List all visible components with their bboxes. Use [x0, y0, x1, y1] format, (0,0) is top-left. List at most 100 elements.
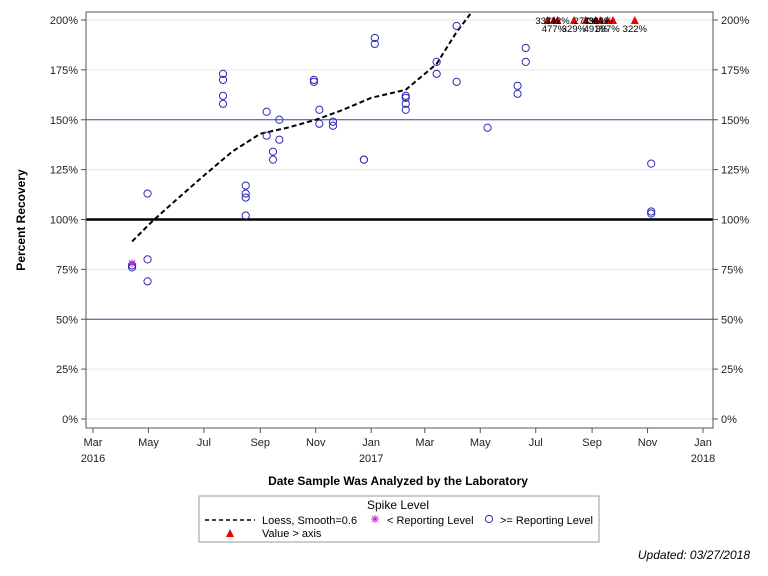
x-tick-label: Mar — [415, 437, 434, 449]
legend-triangle-symbol — [226, 529, 234, 537]
overflow-value-label: 337% — [535, 16, 560, 27]
point-above-reporting — [218, 99, 228, 108]
legend-above-label: >= Reporting Level — [500, 515, 593, 527]
overflow-value-label: 491% — [584, 24, 609, 35]
reference-lines — [86, 119, 713, 320]
point-above-reporting — [241, 193, 250, 202]
x-tick-year-label: 2018 — [691, 453, 715, 465]
point-above-reporting — [143, 277, 152, 286]
point-above-reporting — [452, 77, 461, 86]
point-value-over-axis — [596, 16, 605, 24]
point-above-reporting — [262, 131, 271, 140]
point-above-reporting — [309, 75, 319, 84]
y-axis-right: 0% 25% 50% 75% 100% 125% 150% 175% 200% — [713, 15, 749, 426]
loess-curve — [131, 13, 472, 243]
overflow-value-label: 477% — [542, 24, 567, 35]
point-above-reporting — [359, 155, 369, 164]
point-above-reporting — [483, 123, 492, 132]
legend-loess-label: Loess, Smooth=0.6 — [262, 515, 357, 527]
y-tick-label-right: 75% — [721, 264, 743, 276]
x-tick-year-label: 2016 — [81, 453, 105, 465]
x-tick-label: Jan — [362, 437, 380, 449]
x-tick-label: Jan — [694, 437, 712, 449]
legend-overflow-label: Value > axis — [262, 528, 322, 540]
point-above-reporting — [268, 155, 278, 164]
y-tick-label: 150% — [50, 115, 78, 127]
x-tick-label: Mar — [84, 437, 103, 449]
point-above-reporting — [432, 57, 441, 66]
point-above-reporting — [241, 181, 250, 190]
y-tick-label: 50% — [56, 314, 78, 326]
point-above-reporting — [370, 33, 379, 43]
point-above-reporting — [143, 255, 152, 264]
overflow-value-label: 384% — [588, 16, 613, 27]
y-tick-label-right: 0% — [721, 414, 737, 426]
point-above-reporting — [513, 89, 522, 98]
y-tick-label: 125% — [50, 165, 78, 177]
point-value-over-axis — [630, 16, 639, 24]
point-value-over-axis — [543, 16, 552, 24]
y-tick-label-right: 175% — [721, 65, 749, 77]
x-tick-label: Jul — [197, 437, 211, 449]
y-tick-label: 25% — [56, 364, 78, 376]
y-tick-label-right: 125% — [721, 165, 749, 177]
updated-footnote: Updated: 03/27/2018 — [637, 548, 750, 562]
point-above-reporting — [309, 77, 319, 86]
point-above-reporting — [328, 121, 338, 130]
x-tick-label: Nov — [638, 437, 658, 449]
overflow-value-label: 491% — [584, 16, 609, 27]
legend-box — [198, 495, 600, 543]
y-tick-label-right: 25% — [721, 364, 743, 376]
point-above-reporting — [241, 211, 250, 220]
y-tick-label-right: 150% — [721, 115, 749, 127]
loess-line — [131, 13, 472, 243]
x-tick-label: Jul — [529, 437, 543, 449]
point-above-reporting — [218, 69, 228, 78]
legend-star-symbol — [371, 515, 379, 523]
point-value-over-axis — [603, 16, 612, 24]
x-tick-year-label: 2017 — [359, 453, 383, 465]
x-axis-title: Date Sample Was Analyzed by the Laborato… — [268, 474, 528, 488]
overflow-value-label: 277% — [574, 16, 599, 27]
point-above-reporting — [401, 91, 410, 100]
legend: Spike Level Loess, Smooth=0.6 < Reportin… — [198, 495, 600, 543]
point-above-reporting — [268, 147, 278, 156]
point-above-reporting — [218, 75, 228, 84]
point-above-reporting — [647, 159, 656, 168]
y-tick-label-right: 50% — [721, 314, 743, 326]
legend-title: Spike Level — [367, 498, 429, 512]
y-tick-label: 100% — [50, 215, 78, 227]
point-above-reporting — [647, 207, 656, 216]
point-above-reporting — [218, 91, 228, 100]
point-above-reporting — [647, 209, 656, 218]
point-above-reporting — [401, 105, 410, 114]
overflow-value-label: 322% — [623, 24, 648, 35]
legend-below-label: < Reporting Level — [387, 515, 474, 527]
point-above-reporting — [241, 189, 250, 198]
point-value-over-axis — [553, 16, 562, 24]
y-tick-label: 200% — [50, 15, 78, 27]
point-above-reporting — [275, 135, 284, 144]
point-value-over-axis — [581, 16, 590, 24]
point-value-over-axis — [609, 16, 617, 24]
x-tick-label: Sep — [582, 437, 602, 449]
x-tick-label: May — [138, 437, 159, 449]
point-above-reporting — [315, 105, 324, 114]
point-above-reporting — [521, 43, 530, 53]
point-above-reporting — [521, 57, 530, 66]
y-tick-label: 75% — [56, 264, 78, 276]
point-above-reporting — [328, 117, 338, 126]
overflow-labels: 337%342% 277%491%384% 477%329%491%397% 322% — [535, 16, 647, 35]
overflow-value-label: 397% — [595, 24, 620, 35]
point-above-reporting — [513, 81, 522, 90]
x-tick-label: Sep — [250, 437, 270, 449]
x-tick-label: May — [470, 437, 491, 449]
point-above-reporting — [262, 107, 271, 116]
point-above-reporting — [143, 189, 152, 198]
x-axis: Mar 2016 May Jul Sep Nov Jan 2017 Mar May Jul Sep No… — [81, 428, 715, 465]
x-tick-label: Nov — [306, 437, 326, 449]
point-above-reporting — [401, 93, 410, 102]
y-tick-label: 175% — [50, 65, 78, 77]
point-above-reporting — [452, 21, 461, 31]
